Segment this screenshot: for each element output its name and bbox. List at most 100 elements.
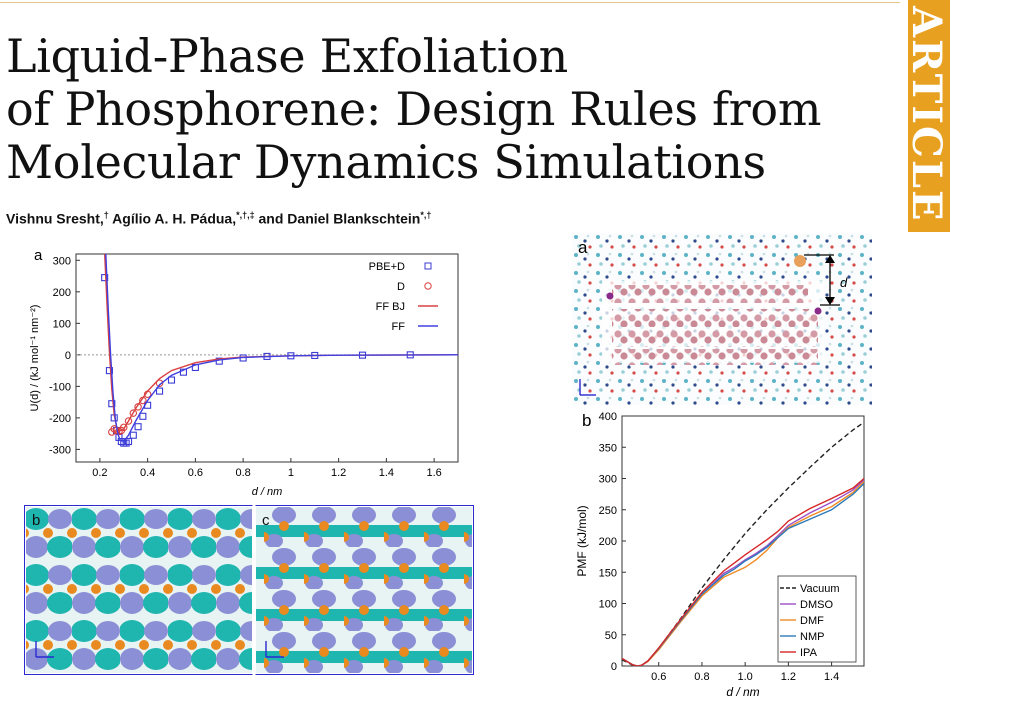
legend-marker (424, 262, 432, 270)
legend-item: IPA (780, 647, 818, 659)
article-title: Liquid-Phase Exfoliation of Phosphorene:… (6, 30, 906, 189)
series-line (104, 254, 458, 433)
data-point (105, 367, 113, 375)
article-banner-text: ARTICLE (908, 6, 950, 223)
energy-chart: a 0.2 0.4 0.6 0.8 1 1.2 1.4 1.6 300 200 100 0 -100 -2… (29, 247, 459, 498)
top-rule (0, 2, 900, 3)
data-point (101, 274, 109, 282)
data-point (124, 417, 133, 425)
x-tick-label: 1.4 (824, 671, 839, 683)
axis-glyph-c (265, 641, 284, 658)
y-axis-label-right: PMF (kJ/mol) (575, 505, 589, 576)
legend-label: FF (392, 321, 406, 333)
x-tick-label: 1.6 (426, 467, 441, 479)
y-tick-label: 200 (53, 287, 71, 299)
y-tick-label: -200 (49, 413, 71, 425)
series-ff-bj (104, 254, 458, 433)
author-3-affil: *,† (420, 210, 432, 220)
pulled-atom (794, 255, 806, 267)
x-tick-label: 0.6 (651, 671, 666, 683)
x-tick-label: 0.6 (188, 467, 203, 479)
y-tick-label: 250 (599, 505, 617, 517)
x-tick-label: 1.2 (781, 671, 796, 683)
x-tick-label: 0.8 (694, 671, 709, 683)
x-tick-label: 1.0 (738, 671, 753, 683)
data-point (134, 423, 142, 431)
legend-label: DMSO (800, 599, 833, 611)
title-line-1: Liquid-Phase Exfoliation (6, 29, 568, 83)
plot-frame (75, 253, 459, 463)
legend-item: DMSO (780, 599, 833, 611)
y-tick-label: 0 (611, 661, 617, 673)
y-axis-label: U(d) / (kJ mol⁻¹ nm⁻²) (29, 305, 41, 412)
panel-label-b: b (32, 512, 40, 529)
panel-label-c: c (262, 512, 270, 529)
x-tick-label: 1 (288, 467, 294, 479)
series-vacuum (622, 421, 864, 666)
author-1-affil: † (103, 210, 109, 220)
data-point (155, 379, 164, 387)
data-point (122, 439, 130, 447)
peeling-layer (612, 285, 808, 303)
phosphorene-layer-2 (612, 309, 818, 327)
x-axis-label-right: d / nm (726, 685, 759, 699)
orbital-image-c (256, 507, 472, 673)
data-point (124, 437, 133, 446)
data-point (129, 409, 138, 417)
y-tick-label: 200 (599, 536, 617, 548)
x-tick-label: 0.4 (140, 467, 155, 479)
axis-glyph-b (35, 641, 54, 658)
data-point (179, 368, 187, 376)
y-tick-label: 0 (65, 350, 71, 362)
panel-label-a: a (34, 247, 43, 264)
data-point (139, 412, 147, 420)
legend-box (777, 575, 857, 663)
y-tick-label: 150 (599, 567, 617, 579)
phosphorene-layer-4 (612, 349, 818, 365)
pmf-chart: b 0.6 0.8 1.0 1.2 1.4 0 50 100 150 200 250 300 350 40… (575, 411, 865, 699)
legend-label: IPA (800, 647, 818, 659)
legend-label: PBE+D (369, 261, 405, 273)
anchor-atom-left (606, 292, 614, 300)
orbital-images: b c (24, 505, 474, 675)
data-point (134, 403, 142, 411)
y-tick-label: 100 (53, 318, 71, 330)
legend-item: NMP (780, 631, 824, 643)
y-tick-label: -300 (49, 444, 71, 456)
x-tick-label: 1.2 (331, 467, 346, 479)
series-line (622, 421, 864, 666)
legend-label: Vacuum (800, 583, 840, 595)
author-1: Vishnu Sresht, (6, 210, 104, 227)
y-tick-label: 50 (605, 630, 617, 642)
data-point (108, 400, 116, 408)
data-point (120, 423, 128, 432)
legend-label: D (397, 281, 405, 293)
y-tick-label: 300 (53, 255, 71, 267)
series-ff (105, 254, 458, 443)
panel-label-b-right: b (582, 411, 591, 430)
phosphorene-layer-3 (612, 329, 818, 347)
data-point (167, 376, 176, 384)
series-line (105, 254, 458, 443)
author-3: and Daniel Blankschtein (258, 210, 421, 227)
data-point (156, 387, 164, 395)
title-line-2: of Phosphorene: Design Rules from (6, 82, 822, 136)
series-line (622, 477, 864, 666)
legend-marker (424, 282, 432, 290)
orbital-image-b (26, 507, 252, 673)
article-banner: ARTICLE (908, 0, 950, 232)
y-tick-label: 400 (599, 411, 617, 423)
legend-label: NMP (800, 631, 824, 643)
distance-label: d (840, 275, 848, 290)
x-axis-label: d / nm (252, 486, 283, 498)
legend-label: FF BJ (376, 301, 405, 313)
x-tick-label: 1.4 (379, 467, 394, 479)
legend-item: D (397, 281, 432, 293)
legend-item: DMF (780, 615, 824, 627)
series-ipa (622, 477, 864, 666)
legend-item: PBE+D (369, 261, 432, 273)
y-tick-label: 300 (599, 474, 617, 486)
panel-label-a-right: a (578, 238, 588, 257)
anchor-atom-right (814, 307, 822, 315)
legend-item: FF (392, 321, 438, 333)
